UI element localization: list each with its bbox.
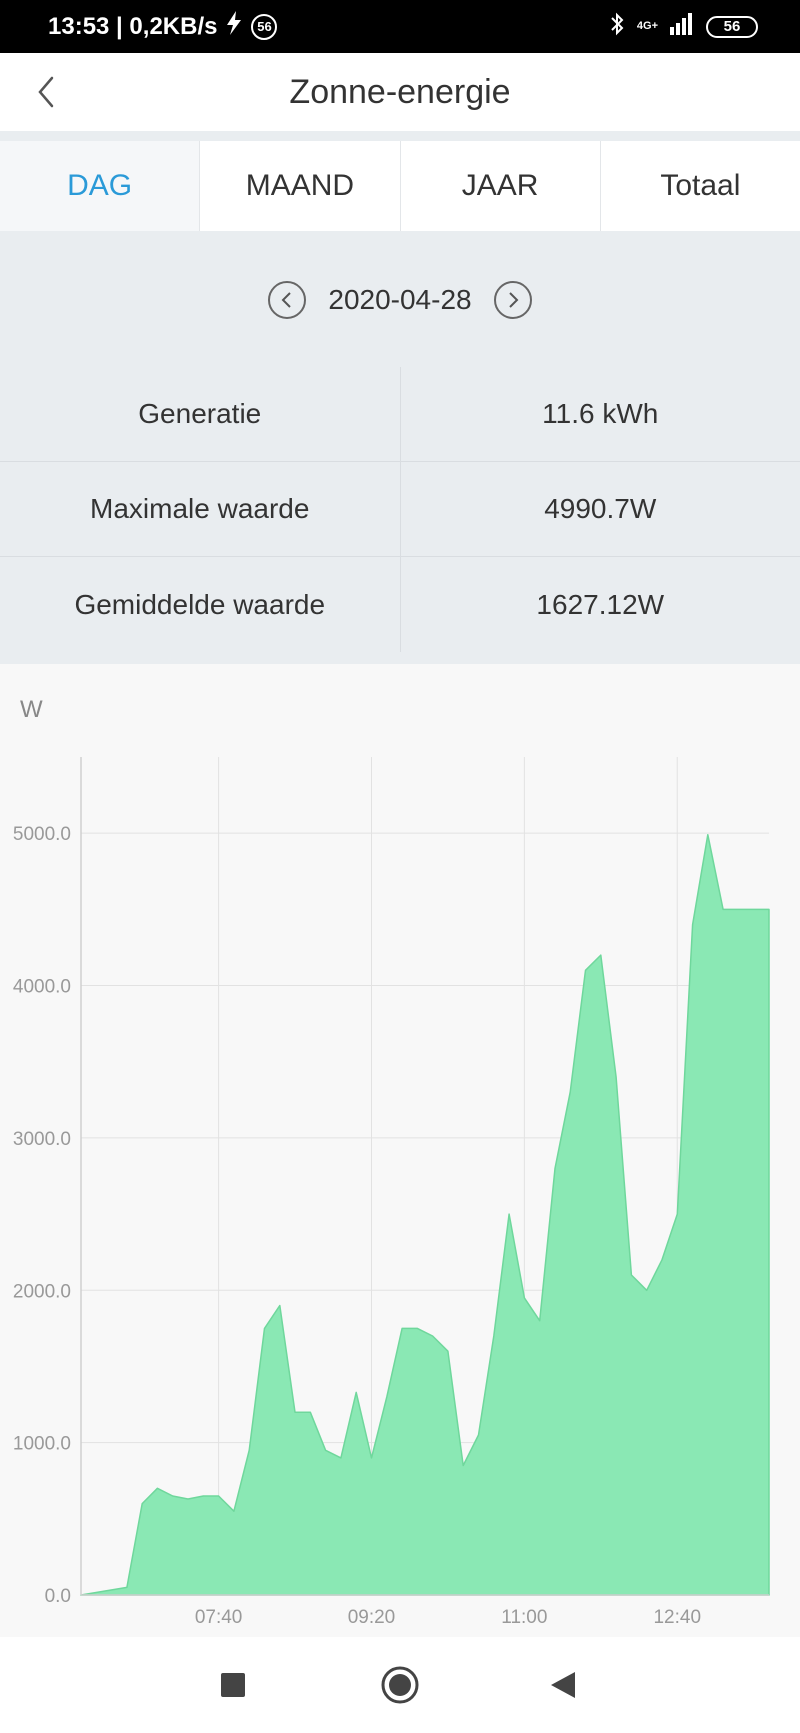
square-icon [221,1673,245,1697]
circle-icon [381,1666,419,1704]
y-tick-label: 5000.0 [13,824,71,845]
x-tick-label: 09:20 [348,1607,396,1628]
y-tick-label: 3000.0 [13,1129,71,1150]
battery-indicator: 56 [706,15,758,38]
chevron-left-icon [38,76,54,108]
date-navigator: 2020-04-28 [0,276,800,324]
stat-value: 4990.7W [544,493,657,524]
tab-day[interactable]: DAG [0,141,200,231]
period-tabs: DAG MAAND JAAR Totaal [0,131,800,231]
triangle-back-icon [551,1672,575,1698]
stat-label: Generatie [0,367,401,461]
current-date: 2020-04-28 [328,284,472,315]
back-nav-button[interactable] [539,1661,587,1709]
stat-value: 11.6 kWh [542,398,659,429]
stat-row-average: Gemiddelde waarde 1627.12W [0,557,800,652]
stat-label: Maximale waarde [0,462,401,556]
tab-year[interactable]: JAAR [399,141,600,231]
status-left: 13:53 | 0,2KB/s 56 [48,0,278,53]
y-tick-label: 1000.0 [13,1434,71,1455]
stat-value: 1627.12W [536,588,665,620]
recents-button[interactable] [209,1661,257,1709]
stat-label: Gemiddelde waarde [0,557,401,652]
status-bar: 13:53 | 0,2KB/s 56 4G+ 56 [0,0,800,53]
power-chart[interactable]: W 0.0 1000.0 2000.0 3000.0 4000.0 5000.0 07:40… [0,664,800,1637]
y-tick-label: 4000.0 [13,977,71,998]
chevron-left-icon [281,292,292,308]
system-nav-bar [0,1637,800,1733]
notification-count-badge: 56 [251,13,278,40]
stat-row-generation: Generatie 11.6 kWh [0,367,800,462]
bluetooth-icon [609,12,625,41]
stats-table: Generatie 11.6 kWh Maximale waarde 4990.… [0,367,800,652]
x-tick-label: 12:40 [653,1607,701,1628]
back-button[interactable] [26,70,66,114]
page-title: Zonne-energie [289,73,511,111]
chart-area-series [80,833,770,1596]
next-date-button[interactable] [493,281,532,319]
network-type: 4G+ [636,20,658,32]
tab-total[interactable]: Totaal [599,141,800,231]
tab-month[interactable]: MAAND [199,141,400,231]
previous-date-button[interactable] [268,281,307,319]
home-button[interactable] [376,1661,424,1709]
y-axis-unit-label: W [20,696,43,723]
x-tick-label: 11:00 [501,1607,547,1628]
power-area-series [80,833,770,1596]
status-right: 4G+ 56 [609,0,758,53]
app-header: Zonne-energie [0,53,800,131]
flash-icon [225,11,243,42]
y-tick-label: 0.0 [45,1586,71,1607]
signal-icon [670,13,694,40]
summary-section: 2020-04-28 Generatie 11.6 kWh Maximale w… [0,231,800,664]
power-chart-svg: W 0.0 1000.0 2000.0 3000.0 4000.0 5000.0 07:40… [13,696,770,1628]
stat-row-max: Maximale waarde 4990.7W [0,462,800,557]
y-tick-label: 2000.0 [13,1281,71,1302]
x-tick-label: 07:40 [195,1607,243,1628]
chevron-right-icon [508,292,519,308]
status-time-speed: 13:53 | 0,2KB/s [48,12,218,40]
chart-axes: 0.0 1000.0 2000.0 3000.0 4000.0 5000.0 07:40 09… [13,757,769,1628]
